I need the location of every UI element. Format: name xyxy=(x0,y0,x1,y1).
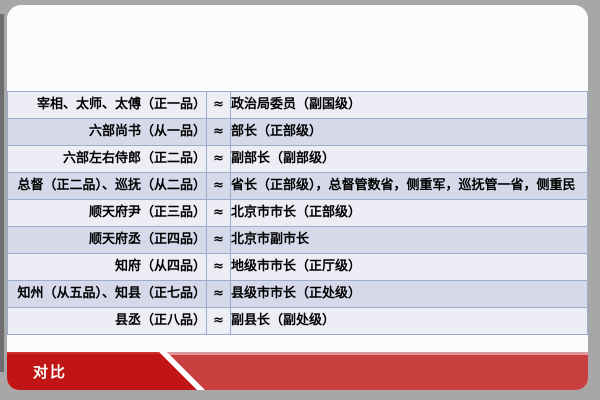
approx-symbol: ≈ xyxy=(206,280,231,308)
modern-title-cell: 北京市市长（正部级） xyxy=(230,199,588,227)
approx-symbol: ≈ xyxy=(206,253,231,281)
modern-title-cell: 地级市市长（正厅级） xyxy=(230,253,588,281)
comparison-table-body: 宰相、太师、太傅（正一品） ≈ 政治局委员（副国级） 六部尚书（从一品） ≈ 部长（正部级… xyxy=(7,91,588,335)
footer-banner: 对比 xyxy=(7,352,588,390)
modern-title-cell: 县级市市长（正处级） xyxy=(230,280,588,308)
left-edge-strip xyxy=(0,14,4,372)
ancient-title-cell: 六部尚书（从一品） xyxy=(7,118,207,146)
banner-right-shape xyxy=(167,352,588,390)
modern-title-cell: 政治局委员（副国级） xyxy=(230,91,588,119)
approx-symbol: ≈ xyxy=(206,307,231,335)
table-row: 知府（从四品） ≈ 地级市市长（正厅级） xyxy=(7,253,588,281)
table-row: 顺天府尹（正三品） ≈ 北京市市长（正部级） xyxy=(7,199,588,227)
approx-symbol: ≈ xyxy=(206,199,231,227)
ancient-title-cell: 知州（从五品）、知县（正七品） xyxy=(7,280,207,308)
modern-title-cell: 部长（正部级） xyxy=(230,118,588,146)
table-row: 宰相、太师、太傅（正一品） ≈ 政治局委员（副国级） xyxy=(7,91,588,119)
table-row: 县丞（正八品） ≈ 副县长（副处级） xyxy=(7,307,588,335)
modern-title-cell: 省长（正部级），总督管数省，侧重军，巡抚管一省，侧重民 xyxy=(230,172,588,200)
table-row: 总督（正二品）、巡抚（从二品） ≈ 省长（正部级），总督管数省，侧重军，巡抚管一省，… xyxy=(7,172,588,200)
ancient-title-cell: 顺天府尹（正三品） xyxy=(7,199,207,227)
banner-left-shape xyxy=(7,352,197,390)
modern-title-cell: 副县长（副处级） xyxy=(230,307,588,335)
ancient-title-cell: 顺天府丞（正四品） xyxy=(7,226,207,254)
ancient-title-cell: 县丞（正八品） xyxy=(7,307,207,335)
ancient-title-cell: 总督（正二品）、巡抚（从二品） xyxy=(7,172,207,200)
table-row: 知州（从五品）、知县（正七品） ≈ 县级市市长（正处级） xyxy=(7,280,588,308)
approx-symbol: ≈ xyxy=(206,118,231,146)
modern-title-cell: 副部长（副部级） xyxy=(230,145,588,173)
table-row: 顺天府丞（正四品） ≈ 北京市副市长 xyxy=(7,226,588,254)
comparison-table: 宰相、太师、太傅（正一品） ≈ 政治局委员（副国级） 六部尚书（从一品） ≈ 部长（正部级… xyxy=(7,91,588,335)
approx-symbol: ≈ xyxy=(206,172,231,200)
table-row: 六部尚书（从一品） ≈ 部长（正部级） xyxy=(7,118,588,146)
ancient-title-cell: 知府（从四品） xyxy=(7,253,207,281)
footer-banner-label: 对比 xyxy=(33,363,68,381)
ancient-title-cell: 六部左右侍郎（正二品） xyxy=(7,145,207,173)
modern-title-cell: 北京市副市长 xyxy=(230,226,588,254)
ancient-title-cell: 宰相、太师、太傅（正一品） xyxy=(7,91,207,119)
approx-symbol: ≈ xyxy=(206,91,231,119)
approx-symbol: ≈ xyxy=(206,145,231,173)
table-row: 六部左右侍郎（正二品） ≈ 副部长（副部级） xyxy=(7,145,588,173)
approx-symbol: ≈ xyxy=(206,226,231,254)
slide-surface: 宰相、太师、太傅（正一品） ≈ 政治局委员（副国级） 六部尚书（从一品） ≈ 部长（正部级… xyxy=(7,5,588,390)
